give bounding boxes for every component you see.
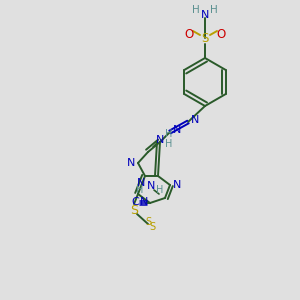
Text: S: S <box>145 217 151 227</box>
Text: S: S <box>130 203 138 217</box>
Text: N: N <box>127 158 135 168</box>
Text: N: N <box>173 125 181 135</box>
Text: N: N <box>137 178 145 188</box>
Text: S: S <box>149 222 155 232</box>
Text: H: H <box>192 5 200 15</box>
Text: N: N <box>191 115 199 125</box>
Text: O: O <box>184 28 194 40</box>
Text: H: H <box>156 185 164 195</box>
Text: O: O <box>216 28 226 40</box>
Text: H: H <box>165 129 173 139</box>
Text: H: H <box>210 5 218 15</box>
Text: H: H <box>136 185 144 195</box>
Text: N: N <box>140 197 148 207</box>
Text: S: S <box>201 32 209 44</box>
Text: N: N <box>201 10 209 20</box>
Text: N: N <box>173 180 181 190</box>
Text: N: N <box>156 135 164 145</box>
Text: N: N <box>147 181 155 191</box>
Text: C: C <box>131 197 139 207</box>
Text: H: H <box>165 139 173 149</box>
